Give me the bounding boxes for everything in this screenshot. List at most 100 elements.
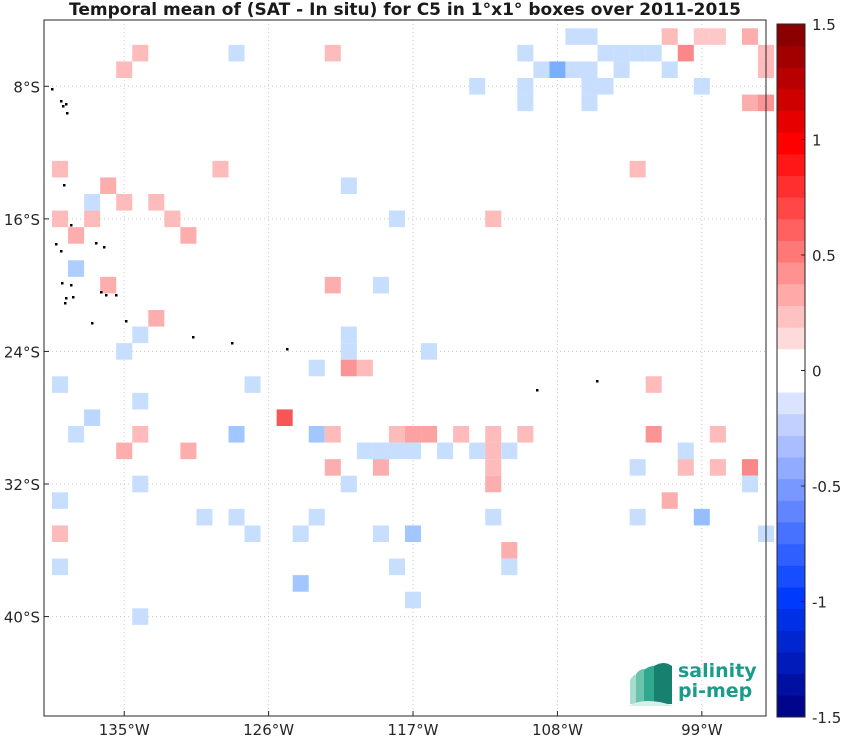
data-box [629, 44, 646, 62]
data-box [308, 359, 325, 377]
data-box [340, 343, 357, 360]
colorbar-level [777, 413, 805, 436]
data-box [116, 194, 133, 211]
data-box [565, 61, 582, 78]
longitude-ticks: 135°W 126°W 117°W 108°W 99°W [99, 711, 723, 739]
salinity-pimep-logo: salinity pi-mep [626, 660, 766, 708]
data-box [405, 442, 422, 460]
colorbar-level [777, 45, 805, 68]
data-box [485, 508, 502, 526]
data-box [501, 558, 518, 576]
data-box [180, 442, 197, 460]
data-box [116, 61, 133, 78]
island-mark [65, 103, 68, 106]
data-boxes [52, 28, 775, 625]
colorbar-level [777, 457, 805, 480]
colorbar-level [777, 88, 805, 112]
data-box [100, 177, 117, 194]
island-mark [91, 322, 94, 325]
colorbar-level [777, 348, 805, 371]
colorbar-level [777, 283, 805, 306]
data-box [228, 508, 245, 526]
data-box [661, 28, 678, 45]
data-box [340, 177, 357, 194]
data-box [629, 459, 646, 476]
colorbar-level [777, 305, 805, 328]
island-mark [286, 348, 289, 351]
colorbar-level [777, 565, 805, 588]
data-box [132, 426, 149, 443]
map-frame: 135°W 126°W 117°W 108°W 99°W 8°S 16°S 24°S 32°S… [4, 19, 775, 739]
data-box [405, 525, 422, 542]
data-box [517, 426, 534, 443]
data-box [517, 44, 534, 62]
colorbar-level [777, 630, 805, 653]
island-mark [596, 380, 599, 383]
data-box [244, 376, 261, 393]
logo-line1: salinity [678, 660, 757, 682]
colorbar-level [777, 673, 805, 696]
lat-tick-label: 40°S [4, 609, 40, 627]
data-box [485, 442, 502, 460]
island-mark [115, 294, 118, 297]
data-box [388, 210, 405, 228]
island-mark [72, 296, 75, 299]
data-box [388, 442, 405, 460]
data-box [421, 426, 438, 443]
lat-tick-label: 24°S [4, 343, 40, 361]
island-mark [61, 282, 64, 285]
data-box [388, 558, 405, 576]
data-box [677, 442, 694, 460]
colorbar-level [777, 652, 805, 675]
colorbar-ticks: 1.5 1 0.5 0 -0.5 -1 -1.5 [801, 16, 841, 727]
data-box [132, 475, 149, 493]
island-mark [536, 389, 539, 392]
data-box [324, 276, 341, 294]
data-box [421, 343, 438, 360]
colorbar-tick-label: 1.5 [812, 16, 836, 34]
colorbar-levels [777, 24, 805, 718]
lon-tick-label: 117°W [388, 721, 439, 739]
colorbar-tick-label: 1 [812, 132, 822, 150]
data-box [581, 28, 598, 45]
data-box [132, 326, 149, 344]
data-box [693, 508, 710, 526]
latitude-ticks: 8°S 16°S 24°S 32°S 40°S [4, 78, 49, 627]
plot-area [44, 20, 766, 716]
data-box [84, 409, 101, 426]
colorbar-level [777, 327, 805, 350]
lon-tick-label: 126°W [243, 721, 294, 739]
island-mark [95, 242, 98, 245]
colorbar-level [777, 500, 805, 523]
data-box [52, 558, 69, 576]
island-mark [70, 224, 73, 227]
island-mark [63, 184, 66, 187]
data-box [549, 61, 566, 78]
data-box [244, 525, 261, 542]
data-box [517, 78, 534, 95]
data-box [228, 426, 245, 443]
data-box [741, 459, 758, 476]
data-box [485, 426, 502, 443]
colorbar-level [777, 478, 805, 501]
colorbar-level [777, 67, 805, 90]
logo-wave-icon [628, 663, 674, 706]
data-box [324, 44, 341, 62]
data-box [437, 442, 454, 460]
island-mark [51, 88, 54, 91]
data-box [565, 28, 582, 45]
data-box [340, 359, 357, 377]
data-box [148, 194, 165, 211]
data-box [84, 210, 101, 228]
data-box [164, 210, 181, 228]
data-box [132, 44, 149, 62]
data-box [52, 160, 69, 178]
data-box [196, 508, 213, 526]
lat-tick-label: 16°S [4, 211, 40, 229]
colorbar-tick-label: -1.5 [812, 709, 841, 727]
data-box [276, 409, 293, 426]
island-mark [192, 336, 195, 339]
data-box [517, 94, 534, 112]
data-box [308, 426, 325, 443]
